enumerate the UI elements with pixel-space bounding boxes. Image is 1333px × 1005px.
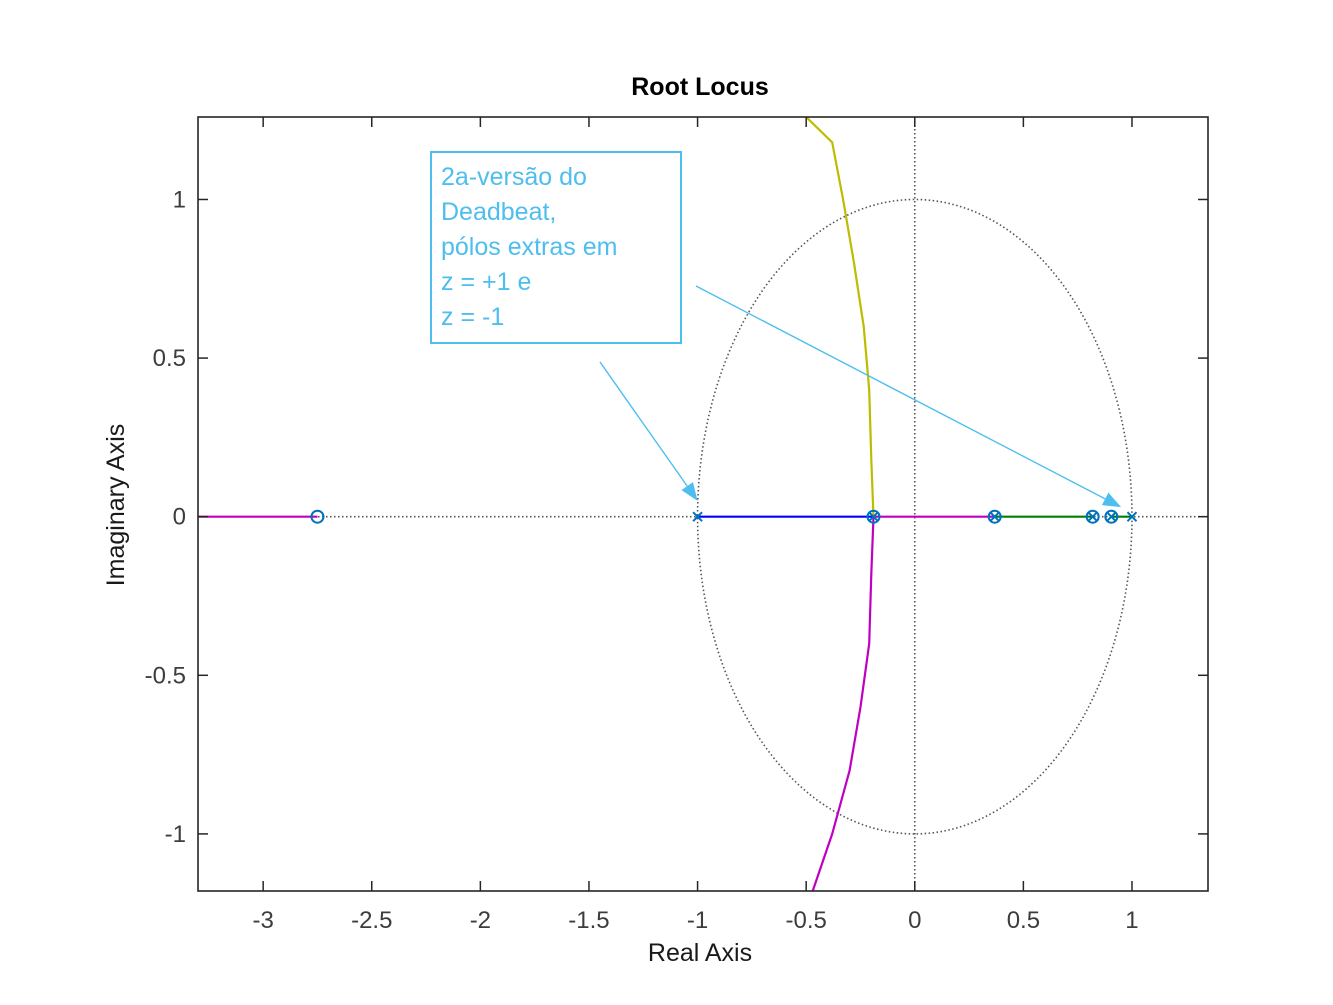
x-tick-label: -1.5 — [568, 907, 609, 934]
locus-branch-6 — [805, 117, 875, 517]
x-tick-label: -2 — [470, 907, 491, 934]
chart-title: Root Locus — [631, 73, 769, 101]
y-tick-label: -0.5 — [145, 662, 186, 689]
x-tick-label: 0.5 — [1007, 907, 1040, 934]
x-axis-label: Real Axis — [648, 939, 752, 967]
x-tick-label: -1 — [687, 907, 708, 934]
pole-marker-3 — [989, 511, 1000, 522]
y-tick-label: 1 — [173, 186, 186, 213]
x-tick-label: -2.5 — [351, 907, 392, 934]
annotation-arrow-2 — [695, 285, 1122, 508]
pole-marker-6 — [1126, 511, 1138, 522]
zero-marker-3 — [987, 509, 1002, 524]
pole-marker-5 — [1106, 511, 1117, 522]
y-tick-label: 0 — [173, 504, 186, 531]
y-tick-label: 0.5 — [153, 345, 186, 372]
pole-marker-2 — [868, 511, 879, 522]
pole-marker-1 — [692, 511, 703, 522]
annotation-line: 2a-versão do — [441, 163, 587, 191]
zero-marker-5 — [1104, 509, 1119, 524]
y-axis-label: Imaginary Axis — [102, 424, 130, 587]
annotation-line: pólos extras em — [441, 233, 617, 261]
pole-marker-4 — [1087, 511, 1098, 522]
annotation-line: Deadbeat, — [441, 198, 556, 226]
x-tick-label: -3 — [252, 907, 273, 934]
zero-marker-2 — [866, 509, 881, 524]
zero-marker-4 — [1085, 509, 1100, 524]
x-tick-label: 0 — [908, 907, 921, 934]
zero-marker-1 — [310, 509, 325, 524]
annotation-arrow-1 — [599, 361, 698, 501]
annotation-box — [430, 151, 682, 344]
axes-box — [197, 116, 1209, 892]
annotation-line: z = +1 e — [441, 268, 531, 296]
x-tick-label: 1 — [1125, 907, 1138, 934]
locus-branch-7 — [811, 516, 875, 891]
x-tick-label: -0.5 — [785, 907, 826, 934]
annotation-line: z = -1 — [441, 303, 504, 331]
y-tick-label: -1 — [165, 821, 186, 848]
